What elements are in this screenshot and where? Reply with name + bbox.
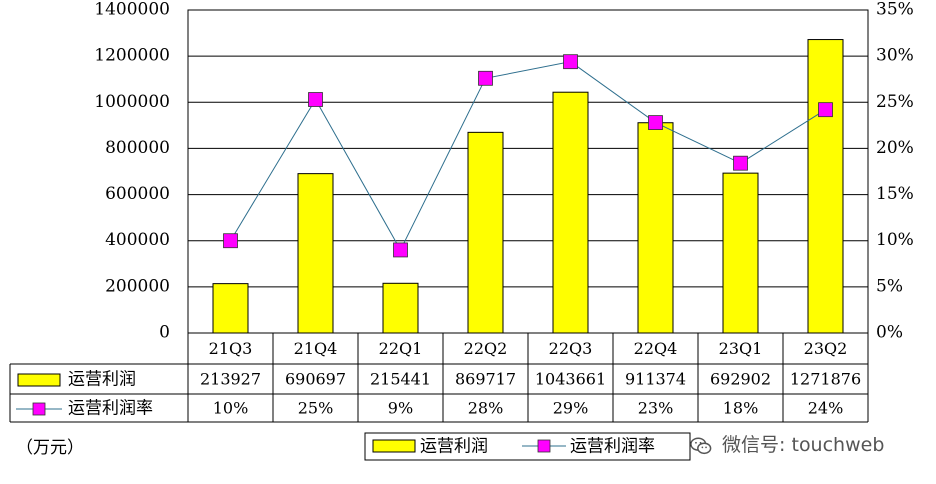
table-cell: 23%	[638, 399, 674, 418]
y-left-tick-label: 1400000	[94, 0, 170, 20]
table-cell: 690697	[285, 370, 346, 389]
table-cell: 692902	[710, 370, 771, 389]
table-cell: 24%	[808, 399, 844, 418]
table-cell: 911374	[625, 370, 686, 389]
table-cell: 10%	[213, 399, 249, 418]
rate-marker	[733, 155, 748, 171]
x-tick-label: 21Q4	[294, 339, 338, 358]
watermark-text: 微信号: touchweb	[722, 434, 885, 456]
rate-line	[230, 61, 826, 252]
y-right-tick-label: 35%	[876, 0, 914, 20]
y-left-tick-label: 600000	[105, 184, 170, 204]
table-cell: 18%	[723, 399, 759, 418]
bar	[552, 91, 589, 334]
table-cell: 9%	[388, 399, 413, 418]
x-tick-label: 22Q4	[634, 339, 678, 358]
bar	[722, 172, 759, 334]
bar	[637, 122, 674, 334]
y-left-tick-label: 0	[159, 323, 170, 343]
bar	[297, 173, 334, 334]
y-left-tick-label: 400000	[105, 230, 170, 250]
table-cell: 25%	[298, 399, 334, 418]
plot-frame	[187, 9, 869, 334]
x-tick-label: 21Q3	[209, 339, 253, 358]
y-right-tick-label: 5%	[876, 276, 903, 296]
y-right-tick-label: 25%	[876, 92, 914, 112]
y-left-tick-label: 200000	[105, 276, 170, 296]
bar	[807, 39, 844, 334]
table-cell: 869717	[455, 370, 516, 389]
x-tick-label: 22Q3	[549, 339, 593, 358]
y-right-tick-label: 10%	[876, 230, 914, 250]
rate-marker	[308, 92, 323, 107]
table-row-label: 运营利润	[68, 370, 136, 390]
x-tick-label: 23Q1	[719, 339, 763, 358]
x-tick-label: 22Q2	[464, 339, 508, 358]
table-cell: 1043661	[535, 370, 606, 389]
unit-label: （万元）	[16, 438, 84, 458]
table-key-bar-swatch	[17, 373, 61, 387]
table-cell: 28%	[468, 399, 504, 418]
table-key-marker-swatch	[32, 402, 46, 416]
watermark: 微信号: touchweb	[690, 430, 884, 457]
rate-marker	[563, 54, 578, 70]
legend-swatch-marker	[537, 439, 551, 453]
rate-marker	[223, 233, 238, 249]
y-right-tick-label: 30%	[876, 46, 914, 66]
bar	[212, 283, 249, 334]
legend-label: 运营利润率	[570, 437, 655, 457]
legend-swatch-bar	[372, 439, 416, 453]
y-right-tick-label: 15%	[876, 184, 914, 204]
y-right-tick-label: 20%	[876, 138, 914, 158]
table-cell: 29%	[553, 399, 589, 418]
table-cell: 213927	[200, 370, 261, 389]
rate-marker	[393, 242, 408, 258]
bar	[467, 131, 504, 334]
table-cell: 215441	[370, 370, 431, 389]
rate-marker	[818, 102, 833, 118]
rate-marker	[648, 115, 663, 130]
legend-label: 运营利润	[420, 437, 488, 457]
wechat-icon	[690, 436, 712, 454]
rate-marker	[478, 70, 493, 86]
y-right-tick-label: 0%	[876, 323, 903, 343]
x-tick-label: 23Q2	[804, 339, 848, 358]
y-left-tick-label: 1000000	[94, 92, 170, 112]
y-left-tick-label: 800000	[105, 138, 170, 158]
table-row-label: 运营利润率	[68, 399, 153, 419]
y-left-tick-label: 1200000	[94, 46, 170, 66]
table-cell: 1271876	[790, 370, 861, 389]
bar	[382, 282, 419, 334]
x-tick-label: 22Q1	[379, 339, 423, 358]
